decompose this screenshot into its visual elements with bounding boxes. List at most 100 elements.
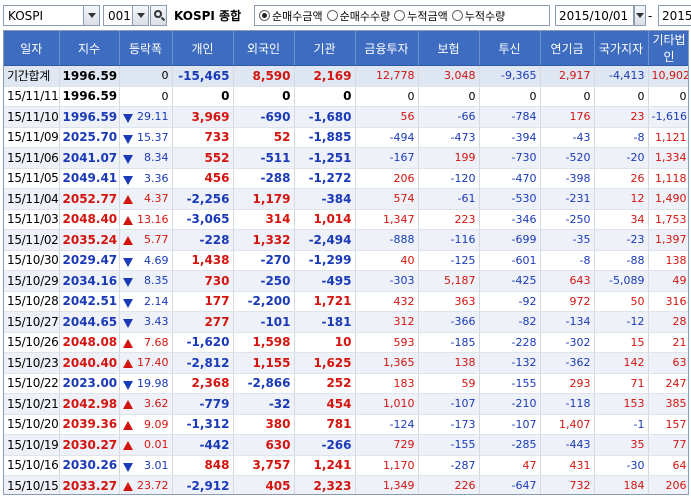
table-row[interactable]: 15/10/27 2044.65 3.43 277 -101 -181 312 -366 -82… bbox=[4, 311, 688, 333]
cell-date: 15/11/05 bbox=[4, 168, 60, 189]
column-header[interactable]: 등락폭 bbox=[119, 31, 173, 66]
radio-dot-icon[interactable] bbox=[451, 10, 463, 21]
table-row[interactable]: 15/11/05 2049.41 3.36 456 -288 -1,272 206 -120-… bbox=[4, 168, 688, 189]
cell-fin: 1,365 bbox=[355, 352, 419, 374]
cell-date: 15/10/27 bbox=[4, 311, 60, 333]
cell-indiv: 2,368 bbox=[172, 373, 234, 394]
cell-change: 9.09 bbox=[119, 414, 173, 435]
cell-indiv: -2,812 bbox=[172, 352, 234, 374]
table-row[interactable]: 15/11/10 1996.59 29.11 3,969 -690 -1,680 56 -66… bbox=[4, 106, 688, 128]
cell-ins: -173 bbox=[418, 414, 480, 435]
cell-foreign: 380 bbox=[233, 414, 295, 435]
cell-date: 15/10/30 bbox=[4, 250, 60, 271]
start-date-field[interactable]: 2015/10/01 bbox=[555, 5, 634, 26]
cell-trust: -210 bbox=[479, 393, 541, 415]
change-value: 3.36 bbox=[144, 171, 169, 185]
cell-ins: 226 bbox=[418, 475, 480, 494]
table-row[interactable]: 15/10/30 2029.47 4.69 1,438 -270 -1,299 40 -125… bbox=[4, 250, 688, 271]
cell-date: 15/10/15 bbox=[4, 475, 60, 494]
total-row[interactable]: 기간합계 1996.59 0 -15,465 8,590 2,169 12,778 3,048… bbox=[4, 65, 688, 87]
column-header[interactable]: 국가지자 bbox=[594, 31, 649, 66]
cell-ins: 223 bbox=[418, 209, 480, 230]
change-value: 0 bbox=[161, 89, 169, 103]
table-row[interactable]: 15/11/04 2052.77 4.37 -2,256 1,179 -384 574 -61… bbox=[4, 188, 688, 210]
table-row[interactable]: 15/10/26 2048.08 7.68 -1,620 1,598 10 593 -185-… bbox=[4, 332, 688, 353]
code-select[interactable]: 001 bbox=[103, 5, 149, 26]
column-header[interactable]: 보험 bbox=[418, 31, 480, 66]
change-value: 0.01 bbox=[144, 438, 169, 452]
table-row[interactable]: 15/11/11 1996.59 0 0 0 0 0 0 0 0 0 0 bbox=[4, 86, 688, 107]
cell-etc: 10,902 bbox=[648, 65, 688, 87]
toolbar: KOSPI 001 KOSPI 종합 순매수금액 순매수수량 누적금액 누적수량 20… bbox=[0, 0, 691, 30]
table-row[interactable]: 15/10/22 2023.00 19.98 2,368 -2,866 252 183 59-… bbox=[4, 373, 688, 394]
start-date-dropdown[interactable] bbox=[634, 5, 646, 26]
cell-indiv: 730 bbox=[172, 270, 234, 292]
radio-option-0[interactable]: 순매수금액 bbox=[259, 8, 323, 24]
market-select[interactable]: KOSPI bbox=[3, 5, 100, 26]
cell-index: 2048.40 bbox=[59, 209, 120, 230]
cell-index: 2041.07 bbox=[59, 147, 120, 169]
radio-dot-icon[interactable] bbox=[394, 10, 406, 21]
cell-etc: 21 bbox=[648, 332, 688, 353]
change-value: 4.69 bbox=[144, 253, 169, 267]
cell-index: 2042.51 bbox=[59, 291, 120, 312]
radio-option-3[interactable]: 누적수량 bbox=[451, 8, 506, 24]
cell-fin: 206 bbox=[355, 168, 419, 189]
radio-label: 누적수량 bbox=[464, 9, 506, 23]
radio-option-1[interactable]: 순매수수량 bbox=[326, 8, 390, 24]
column-header[interactable]: 일자 bbox=[4, 31, 60, 66]
column-header[interactable]: 개인 bbox=[172, 31, 234, 66]
cell-date: 15/10/19 bbox=[4, 434, 60, 456]
table-row[interactable]: 15/10/20 2039.36 9.09 -1,312 380 781 -124 -173-… bbox=[4, 414, 688, 435]
table-row[interactable]: 15/10/29 2034.16 8.35 730 -250 -495 -303 5,187-… bbox=[4, 270, 688, 292]
table-row[interactable]: 15/10/15 2033.27 23.72 -2,912 405 2,323 1,349 2… bbox=[4, 475, 688, 494]
calendar-dropdown-button[interactable] bbox=[634, 6, 645, 25]
cell-change: 3.01 bbox=[119, 455, 173, 476]
table-row[interactable]: 15/10/19 2030.27 0.01 -442 630 -266 729 -155 -28… bbox=[4, 434, 688, 456]
cell-ins: -155 bbox=[418, 434, 480, 456]
change-value: 4.37 bbox=[144, 192, 169, 206]
down-triangle-icon bbox=[122, 155, 133, 165]
radio-dot-icon[interactable] bbox=[259, 10, 270, 21]
cell-gov: 35 bbox=[594, 434, 649, 456]
search-button[interactable] bbox=[150, 5, 167, 26]
cell-trust: -394 bbox=[479, 127, 541, 148]
table-row[interactable]: 15/10/16 2030.26 3.01 848 3,757 1,241 1,170 -28… bbox=[4, 455, 688, 476]
down-triangle-icon bbox=[122, 257, 133, 267]
table-row[interactable]: 15/10/28 2042.51 2.14 177 -2,200 1,721 432 363-… bbox=[4, 291, 688, 312]
column-header[interactable]: 연기금 bbox=[540, 31, 595, 66]
investor-trading-table: 일자 지수 등락폭 개인 외국인 기관 금융투자 보험 투신 연기금 국가지자 기타법인 기간합계 19… bbox=[4, 31, 688, 494]
radio-dot-icon[interactable] bbox=[326, 10, 338, 21]
table-row[interactable]: 15/11/03 2048.40 13.16 -3,065 314 1,014 1,347 2… bbox=[4, 209, 688, 230]
cell-index: 2044.65 bbox=[59, 311, 120, 333]
code-dropdown-button[interactable] bbox=[132, 6, 148, 25]
table-row[interactable]: 15/11/02 2035.24 5.77 -228 1,332 -2,494 -888 -1… bbox=[4, 229, 688, 251]
table-row[interactable]: 15/11/06 2041.07 8.34 552 -511 -1,251 -167 199-… bbox=[4, 147, 688, 169]
cell-foreign: -288 bbox=[233, 168, 295, 189]
end-date-field[interactable]: 2015 bbox=[658, 5, 691, 26]
cell-index: 2034.16 bbox=[59, 270, 120, 292]
table-row[interactable]: 15/10/21 2042.98 3.62 -779 -32 454 1,010 -107 -2… bbox=[4, 393, 688, 415]
chevron-down-icon bbox=[136, 13, 145, 18]
column-header[interactable]: 기관 bbox=[294, 31, 356, 66]
column-header[interactable]: 외국인 bbox=[233, 31, 295, 66]
table-row[interactable]: 15/10/23 2040.40 17.40 -2,812 1,155 1,625 1,36… bbox=[4, 352, 688, 374]
column-header[interactable]: 기타법인 bbox=[648, 31, 688, 66]
table-row[interactable]: 15/11/09 2025.70 15.37 733 52 -1,885 -494 -473-… bbox=[4, 127, 688, 148]
up-triangle-icon bbox=[122, 359, 133, 369]
cell-date: 15/11/09 bbox=[4, 127, 60, 148]
cell-inst: -266 bbox=[294, 434, 356, 456]
market-dropdown-button[interactable] bbox=[83, 6, 99, 25]
cell-etc: 1,121 bbox=[648, 127, 688, 148]
cell-fin: 183 bbox=[355, 373, 419, 394]
cell-trust: -92 bbox=[479, 291, 541, 312]
column-header[interactable]: 지수 bbox=[59, 31, 120, 66]
cell-inst: -1,885 bbox=[294, 127, 356, 148]
cell-inst: -1,251 bbox=[294, 147, 356, 169]
column-header[interactable]: 금융투자 bbox=[355, 31, 419, 66]
cell-fin: 56 bbox=[355, 106, 419, 128]
column-header[interactable]: 투신 bbox=[479, 31, 541, 66]
change-value: 2.14 bbox=[144, 294, 169, 308]
radio-option-2[interactable]: 누적금액 bbox=[394, 8, 448, 24]
cell-trust: -784 bbox=[479, 106, 541, 128]
